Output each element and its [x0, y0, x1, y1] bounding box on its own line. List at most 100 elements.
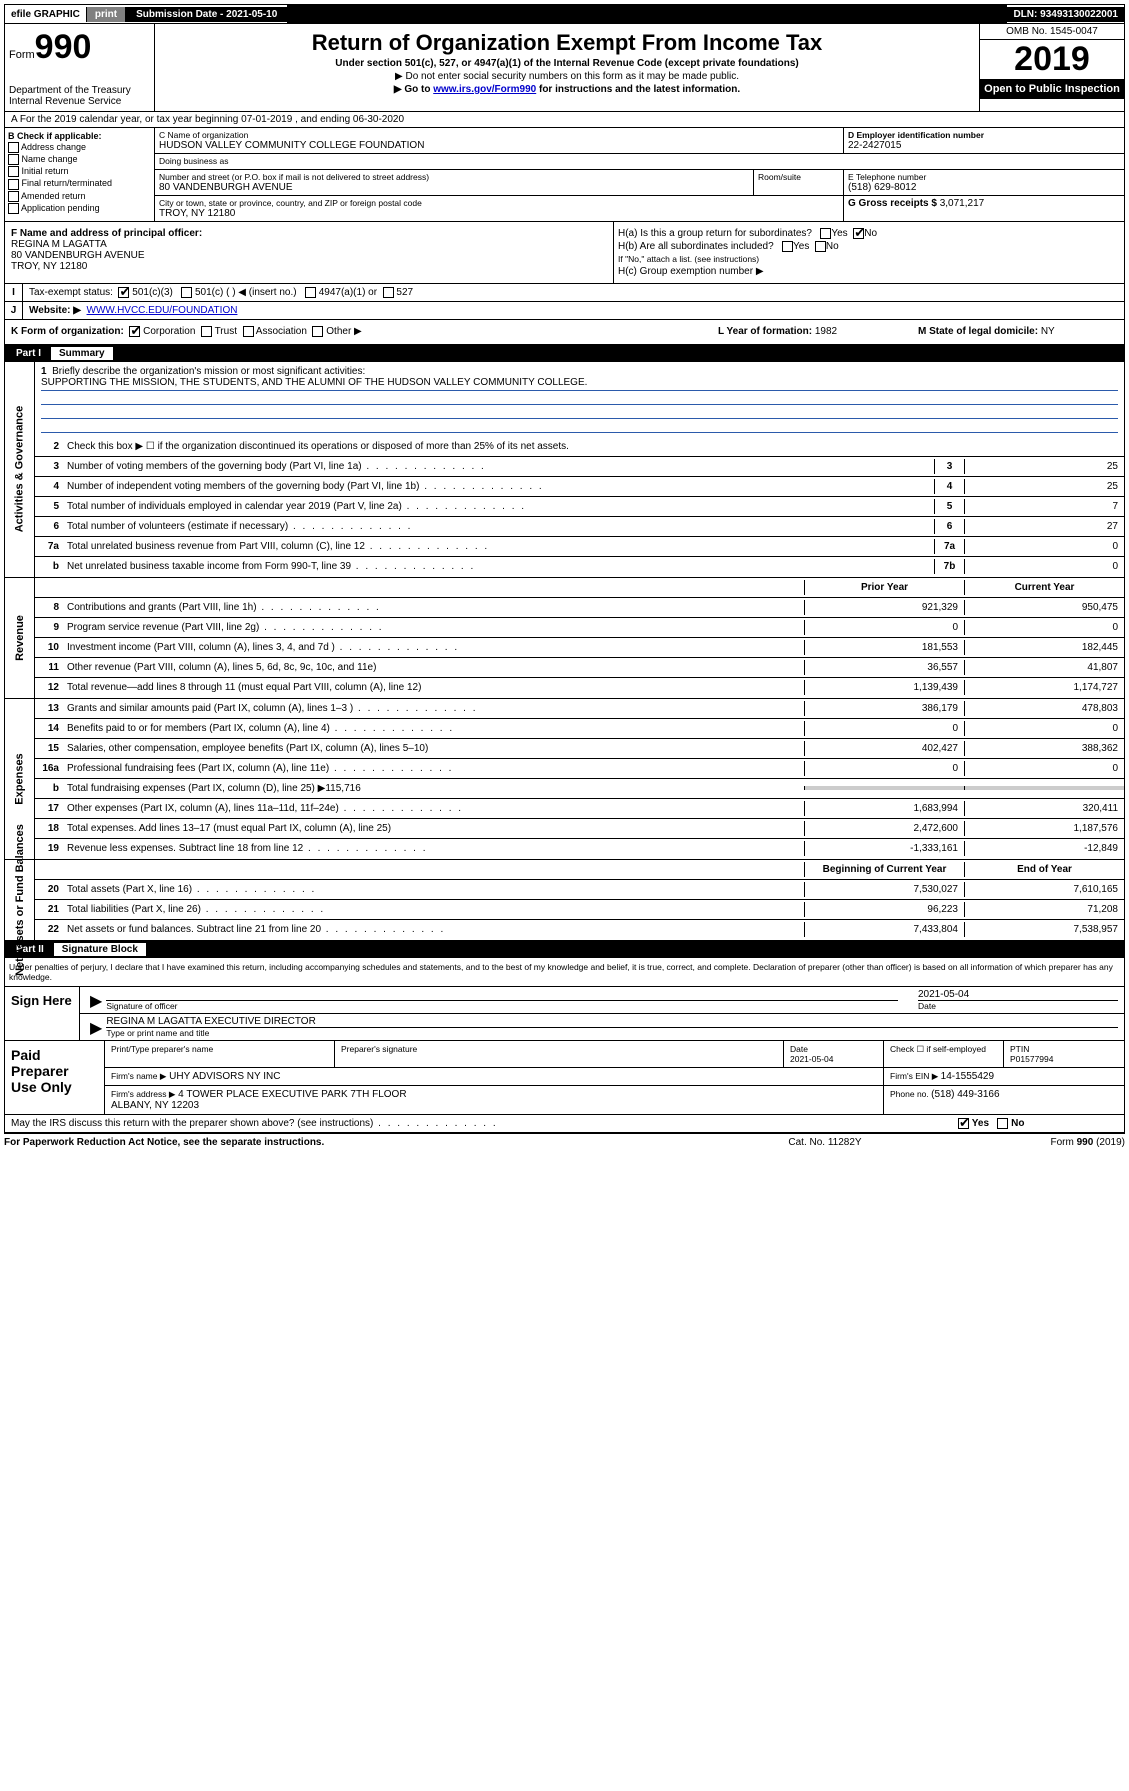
dln-label: DLN: 93493130022001	[1007, 7, 1124, 22]
na-body: Beginning of Current YearEnd of Year 20T…	[35, 860, 1124, 940]
cb-final-return[interactable]: Final return/terminated	[8, 178, 151, 189]
cb-initial-return[interactable]: Initial return	[8, 166, 151, 177]
chk-assoc[interactable]	[243, 326, 254, 337]
line-5: 5Total number of individuals employed in…	[35, 497, 1124, 517]
paid-row-3: Firm's address ▶ 4 TOWER PLACE EXECUTIVE…	[105, 1086, 1124, 1114]
line-12: 12Total revenue—add lines 8 through 11 (…	[35, 678, 1124, 698]
chk-trust[interactable]	[201, 326, 212, 337]
h-a: H(a) Is this a group return for subordin…	[618, 228, 1120, 239]
form-word: Form	[9, 49, 35, 61]
vtab-net-assets: Net Assets or Fund Balances	[5, 860, 35, 940]
part1-header: Part I Summary	[4, 345, 1125, 362]
cb-name-change[interactable]: Name change	[8, 154, 151, 165]
irs-link[interactable]: www.irs.gov/Form990	[433, 84, 536, 95]
year-formation: L Year of formation: 1982	[718, 326, 918, 337]
gross-receipts-cell: G Gross receipts $ 3,071,217	[844, 196, 1124, 221]
firm-ein: Firm's EIN ▶ 14-1555429	[884, 1068, 1124, 1085]
row-city: City or town, state or province, country…	[155, 196, 1124, 221]
f-label: F Name and address of principal officer:	[11, 228, 202, 239]
hb-yes[interactable]	[782, 241, 793, 252]
header-center: Return of Organization Exempt From Incom…	[155, 24, 979, 111]
ha-no[interactable]	[853, 228, 864, 239]
org-name-cell: C Name of organization HUDSON VALLEY COM…	[155, 128, 844, 153]
line-9: 9Program service revenue (Part VIII, lin…	[35, 618, 1124, 638]
vtab-revenue: Revenue	[5, 578, 35, 698]
chk-501c[interactable]	[181, 287, 192, 298]
street-label: Number and street (or P.O. box if mail i…	[159, 172, 749, 182]
open-public-badge: Open to Public Inspection	[980, 79, 1124, 99]
date-label: Date	[918, 1000, 1118, 1011]
column-b-checkboxes: B Check if applicable: Address change Na…	[5, 128, 155, 221]
prep-name-label: Print/Type preparer's name	[105, 1041, 335, 1067]
form-number: 990	[35, 28, 92, 66]
h-b2: If "No," attach a list. (see instruction…	[618, 254, 1120, 264]
exp-body: 13Grants and similar amounts paid (Part …	[35, 699, 1124, 859]
hb-no[interactable]	[815, 241, 826, 252]
vtab-governance: Activities & Governance	[5, 362, 35, 577]
discuss-yesno: Yes No	[958, 1118, 1118, 1129]
discuss-no[interactable]	[997, 1118, 1008, 1129]
prep-date: Date2021-05-04	[784, 1041, 884, 1067]
cat-no: Cat. No. 11282Y	[725, 1137, 925, 1148]
subtitle-2: ▶ Do not enter social security numbers o…	[159, 71, 975, 82]
chk-501c3[interactable]	[118, 287, 129, 298]
form-title: Return of Organization Exempt From Incom…	[159, 30, 975, 56]
sig-row-2: ▶ REGINA M LAGATTA EXECUTIVE DIRECTORTyp…	[80, 1014, 1124, 1040]
line-15: 15Salaries, other compensation, employee…	[35, 739, 1124, 759]
summary-revenue: Revenue Prior YearCurrent Year 8Contribu…	[4, 578, 1125, 699]
gov-body: 1 Briefly describe the organization's mi…	[35, 362, 1124, 577]
summary-net-assets: Net Assets or Fund Balances Beginning of…	[4, 860, 1125, 941]
part2-header: Part II Signature Block	[4, 941, 1125, 958]
col-b-label: B Check if applicable:	[8, 131, 102, 141]
chk-527[interactable]	[383, 287, 394, 298]
paid-row-1: Print/Type preparer's name Preparer's si…	[105, 1041, 1124, 1068]
form-header: Form990 Department of the Treasury Inter…	[4, 24, 1125, 112]
firm-address: Firm's address ▶ 4 TOWER PLACE EXECUTIVE…	[105, 1086, 884, 1114]
submission-date: Submission Date - 2021-05-10	[126, 7, 287, 22]
form-of-org: K Form of organization: Corporation Trus…	[11, 326, 718, 337]
phone-value: (518) 629-8012	[848, 182, 1120, 193]
ein-value: 22-2427015	[848, 140, 1120, 151]
line-13: 13Grants and similar amounts paid (Part …	[35, 699, 1124, 719]
paid-preparer-block: Paid Preparer Use Only Print/Type prepar…	[4, 1041, 1125, 1115]
block-bcd: B Check if applicable: Address change Na…	[4, 128, 1125, 222]
part1-num: Part I	[10, 348, 47, 359]
line-16a: 16aProfessional fundraising fees (Part I…	[35, 759, 1124, 779]
arrow-icon: ▶	[90, 991, 102, 1011]
discuss-yes[interactable]	[958, 1118, 969, 1129]
chk-4947[interactable]	[305, 287, 316, 298]
website-link[interactable]: WWW.HVCC.EDU/FOUNDATION	[87, 305, 238, 316]
subtitle-3: ▶ Go to www.irs.gov/Form990 for instruct…	[159, 84, 975, 95]
paid-row-2: Firm's name ▶ UHY ADVISORS NY INC Firm's…	[105, 1068, 1124, 1086]
ha-yes[interactable]	[820, 228, 831, 239]
h-c: H(c) Group exemption number ▶	[618, 266, 1120, 277]
top-bar: efile GRAPHIC print Submission Date - 20…	[4, 4, 1125, 24]
sig-row-1: ▶ Signature of officer 2021-05-04Date	[80, 987, 1124, 1014]
paperwork-notice: For Paperwork Reduction Act Notice, see …	[4, 1137, 725, 1148]
row-c-name: C Name of organization HUDSON VALLEY COM…	[155, 128, 1124, 154]
city-label: City or town, state or province, country…	[159, 198, 839, 208]
line-14: 14Benefits paid to or for members (Part …	[35, 719, 1124, 739]
print-button[interactable]: print	[87, 7, 126, 22]
line-3: 3Number of voting members of the governi…	[35, 457, 1124, 477]
cb-amended[interactable]: Amended return	[8, 191, 151, 202]
summary-governance: Activities & Governance 1 Briefly descri…	[4, 362, 1125, 578]
mission-text: SUPPORTING THE MISSION, THE STUDENTS, AN…	[41, 377, 1118, 391]
line-18: 18Total expenses. Add lines 13–17 (must …	[35, 819, 1124, 839]
chk-other[interactable]	[312, 326, 323, 337]
cb-address-change[interactable]: Address change	[8, 142, 151, 153]
row-j: J Website: ▶ WWW.HVCC.EDU/FOUNDATION	[4, 302, 1125, 320]
department-label: Department of the Treasury Internal Reve…	[9, 85, 150, 107]
line-22: 22Net assets or fund balances. Subtract …	[35, 920, 1124, 940]
omb-number: OMB No. 1545-0047	[980, 24, 1124, 40]
ein-label: D Employer identification number	[848, 130, 984, 140]
row-a-tax-year: A For the 2019 calendar year, or tax yea…	[4, 112, 1125, 128]
state-domicile: M State of legal domicile: NY	[918, 326, 1118, 337]
chk-corp[interactable]	[129, 326, 140, 337]
ein-cell: D Employer identification number 22-2427…	[844, 128, 1124, 153]
rev-body: Prior YearCurrent Year 8Contributions an…	[35, 578, 1124, 698]
gross-label: G Gross receipts $	[848, 198, 940, 209]
topbar-spacer	[287, 5, 1007, 23]
website-row: Website: ▶ WWW.HVCC.EDU/FOUNDATION	[23, 302, 1124, 319]
cb-application-pending[interactable]: Application pending	[8, 203, 151, 214]
